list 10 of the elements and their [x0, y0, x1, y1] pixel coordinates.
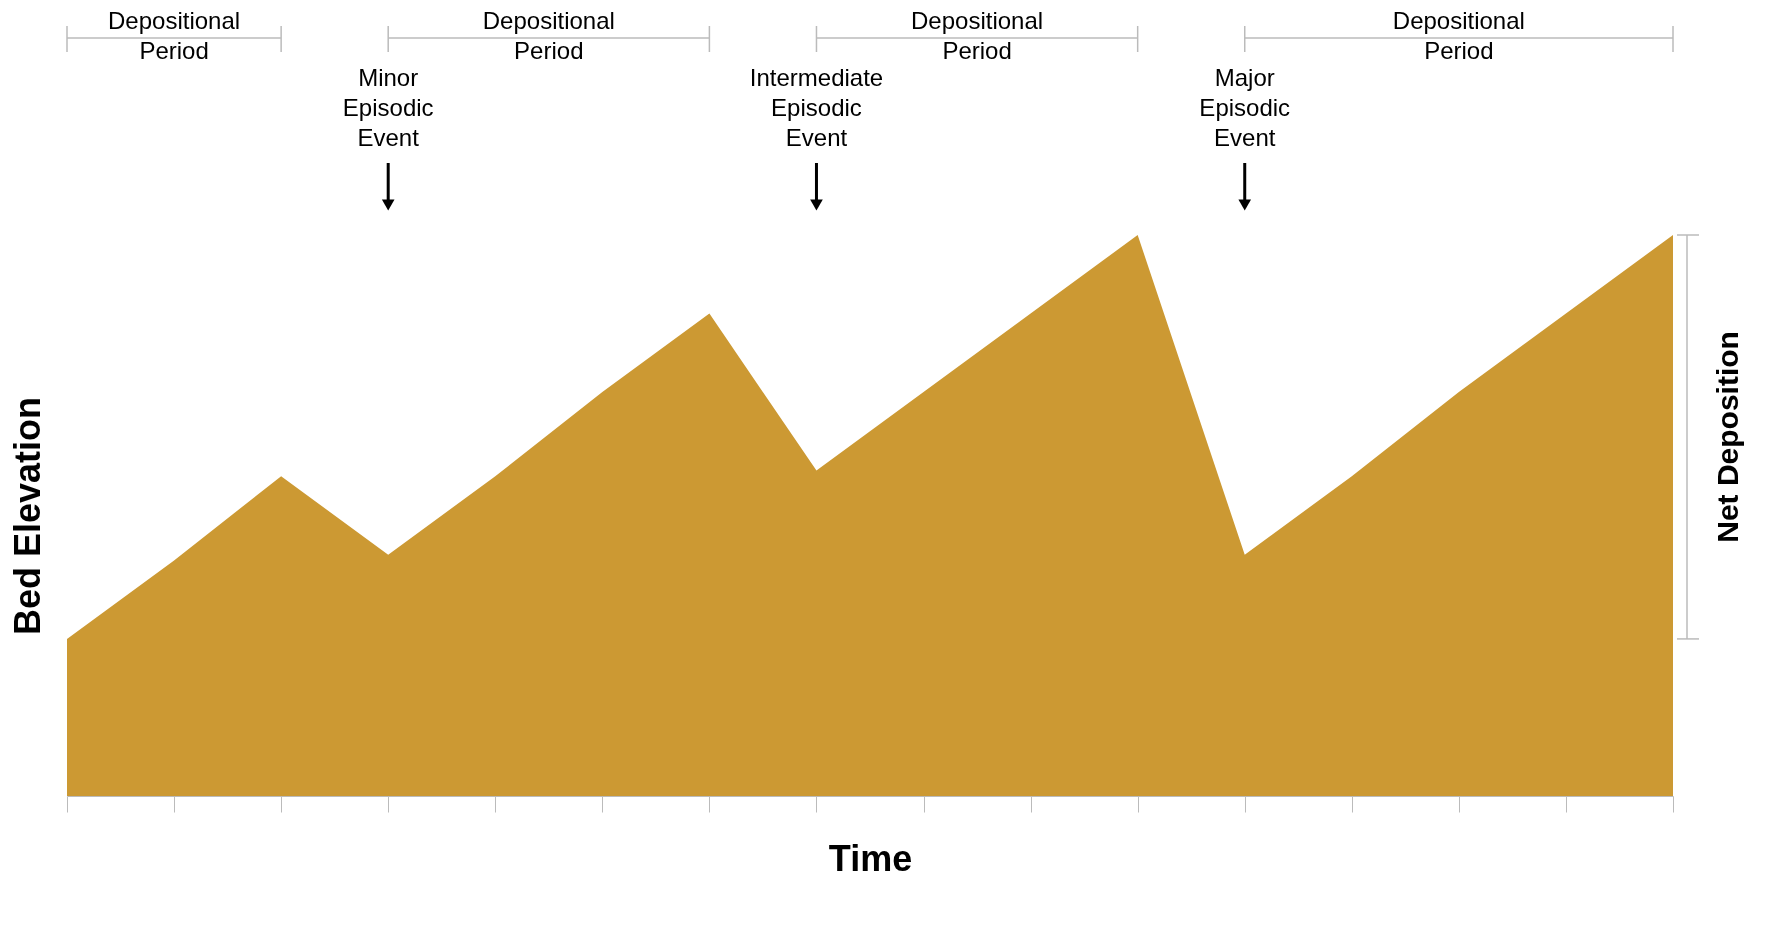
- text: Minor Episodic Event: [342, 64, 434, 151]
- text: Major Episodic Event: [1199, 64, 1291, 151]
- x-axis-title: Time: [828, 838, 913, 879]
- text: Net Deposition: [1711, 331, 1744, 543]
- text: Depositional Period: [911, 7, 1044, 64]
- text: Intermediate Episodic Event: [749, 64, 884, 151]
- text: Depositional Period: [108, 7, 241, 64]
- y-axis-title: Bed Elevation: [6, 396, 48, 636]
- text: Depositional Period: [1392, 7, 1525, 64]
- text: Depositional Period: [482, 7, 615, 64]
